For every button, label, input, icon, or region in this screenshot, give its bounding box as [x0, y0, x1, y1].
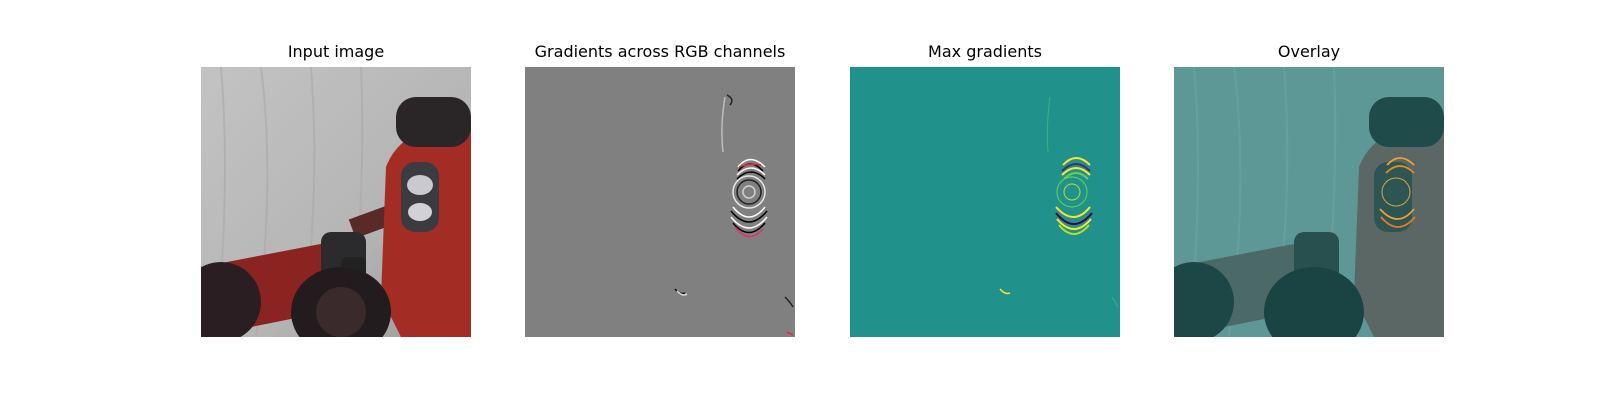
overlay-image	[1174, 67, 1444, 337]
overlay-panel: Overlay	[1174, 0, 1444, 340]
rgb-gradients-title: Gradients across RGB channels	[534, 42, 786, 61]
input-image-title: Input image	[287, 42, 385, 61]
overlay-title: Overlay	[1277, 42, 1341, 61]
rgb-gradients-image	[525, 67, 795, 337]
max-gradients-panel: Max gradients	[850, 0, 1120, 340]
robot-photo	[201, 67, 471, 337]
rgb-gradient-map	[525, 67, 795, 337]
input-image-panel: Input image	[201, 0, 471, 340]
input-image	[201, 67, 471, 337]
rgb-gradients-panel: Gradients across RGB channels	[525, 0, 795, 340]
max-gradients-image	[850, 67, 1120, 337]
max-gradient-map	[850, 67, 1120, 337]
overlay-map	[1174, 67, 1444, 337]
max-gradients-title: Max gradients	[928, 42, 1042, 61]
